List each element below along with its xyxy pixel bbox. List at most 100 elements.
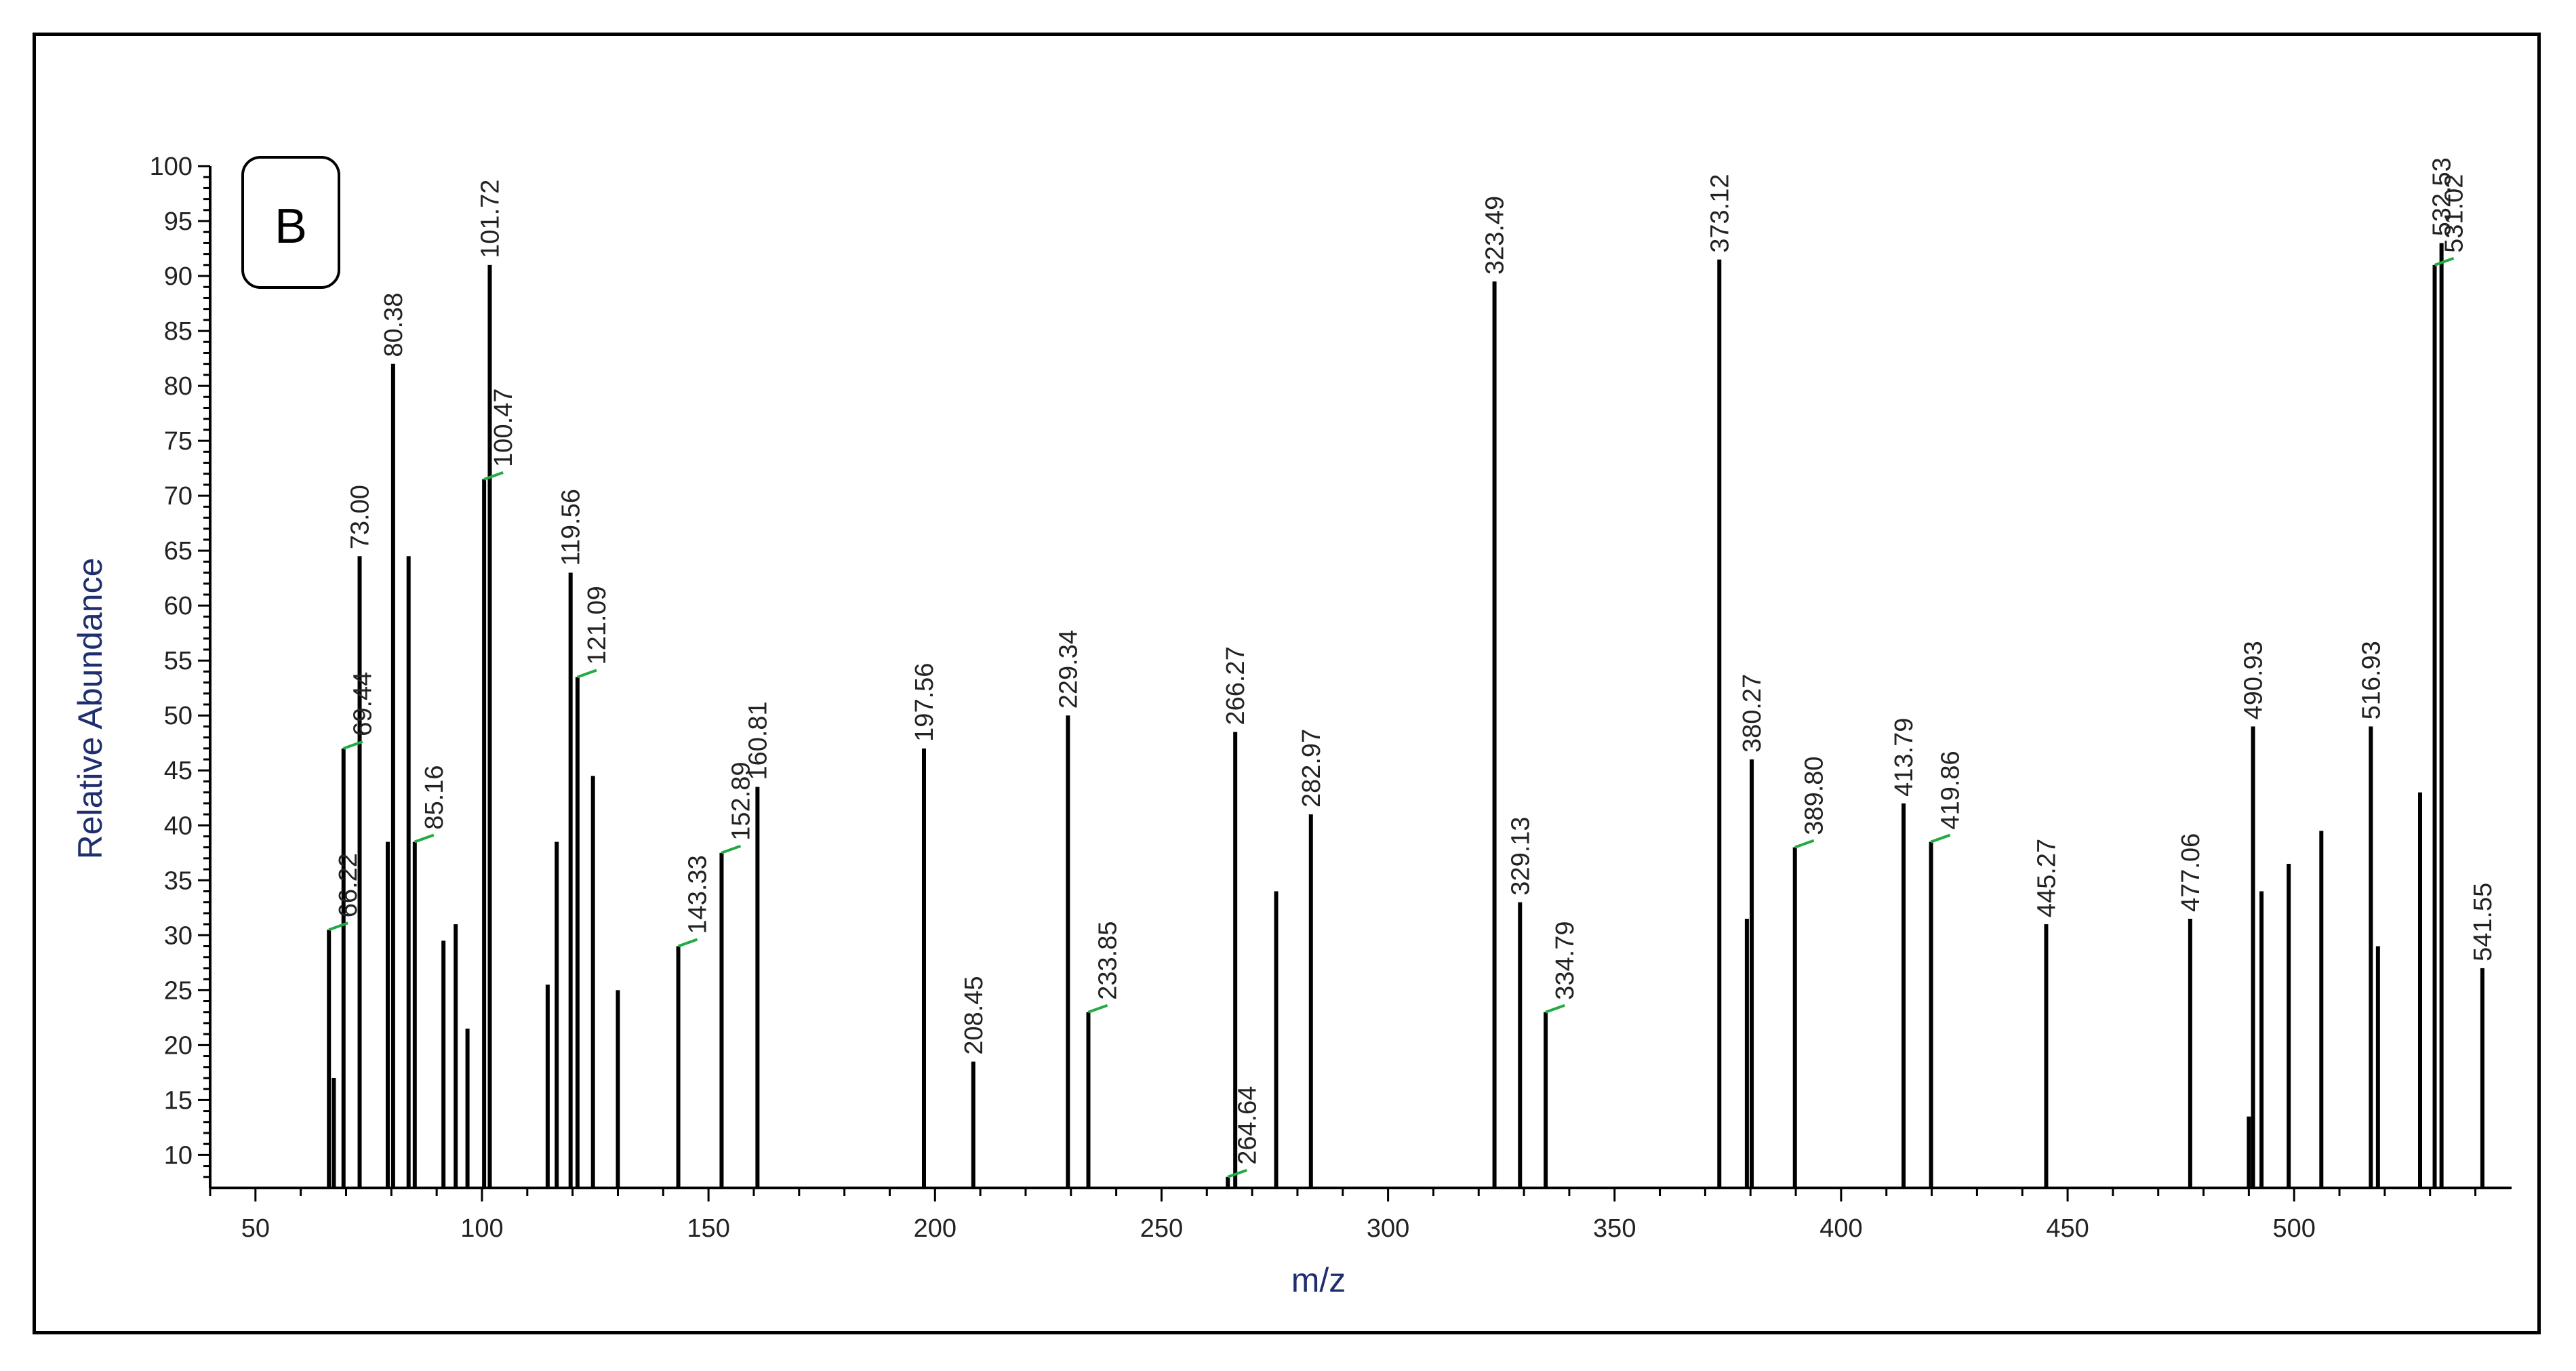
peak-bar [2375,946,2380,1188]
peak-bar [1274,891,1279,1188]
y-tick-label: 40 [164,812,193,840]
peak-bar [2439,243,2444,1188]
y-tick-label: 95 [164,207,193,236]
y-tick-label: 45 [164,757,193,785]
y-tick-label: 25 [164,976,193,1005]
peak-bar [406,556,411,1188]
peak-label-leader [343,740,363,750]
peak-bar [1901,803,1906,1188]
peak-label: 329.13 [1506,816,1535,895]
figure-frame [33,33,2541,1334]
peak-bar [1066,715,1070,1188]
peak-label: 229.34 [1054,630,1083,709]
peak-bar [971,1061,975,1188]
peak-bar [1544,1012,1548,1188]
peak-bar [1518,902,1523,1188]
y-tick-label: 60 [164,592,193,620]
peak-label: 208.45 [960,976,988,1054]
peak-label-leader [677,938,698,948]
peak-bar [441,940,446,1188]
y-tick-label: 70 [164,482,193,511]
peak-bar [1492,281,1497,1189]
peak-bar [341,748,346,1188]
label-leaders [328,256,2455,1178]
peak-label-leader [577,669,597,679]
peak-label: 373.12 [1706,174,1734,253]
y-axis-title: Relative Abundance [71,558,109,860]
y-tick-label: 65 [164,537,193,565]
peak-label-leader [414,833,435,843]
peak-label-leader [721,844,742,854]
y-tick-label: 15 [164,1086,193,1115]
peak-bar [1086,1012,1091,1188]
peak-bar [1233,732,1238,1188]
peak-bar [545,985,550,1188]
y-tick-label: 10 [164,1141,193,1170]
peak-label: 419.86 [1937,751,1965,829]
peak-bar [1744,918,1749,1188]
peak-bar [1717,259,1722,1188]
peak-label: 73.00 [346,485,375,549]
peak-label: 119.56 [557,489,586,565]
peak-bar [719,852,724,1188]
peak-bar [412,841,417,1188]
y-ticks: 10 15 20 25 30 35 40 45 50 55 60 65 70 75 80 85 90 95 100 [150,153,210,1178]
x-tick-label: 200 [914,1214,957,1243]
x-ticks: 50 100 150 200 250 300 350 400 450 500 [209,1188,2477,1243]
peak-bar [1792,847,1797,1188]
peak-bar [482,479,487,1189]
peak-label-leader [2434,256,2455,266]
peak-bar [327,930,331,1188]
peak-bar [616,990,620,1188]
peak-bar [2480,968,2484,1188]
peak-label: 516.93 [2357,641,2386,719]
peak-label: 264.64 [1233,1086,1262,1165]
peak-label: 143.33 [684,855,712,934]
peak-bar [454,924,458,1188]
peak-label: 197.56 [910,663,939,742]
peak-bar [1929,841,1933,1188]
y-tick-label: 20 [164,1031,193,1060]
peak-label: 389.80 [1800,756,1829,835]
peak-label: 413.79 [1890,718,1918,797]
y-tick-label: 50 [164,702,193,730]
peak-label: 334.79 [1551,921,1579,999]
peak-bar [2287,863,2291,1188]
peak-label: 160.81 [744,701,772,780]
peak-bar [2247,1116,2251,1188]
x-tick-label: 500 [2273,1214,2316,1243]
x-tick-label: 400 [1819,1214,1862,1243]
peak-label-leader [1087,1004,1108,1014]
peak-bar [385,841,390,1188]
peak-label-leader [328,921,348,932]
peak-label: 80.38 [380,293,408,357]
peak-bar [921,748,926,1188]
peak-label: 541.55 [2469,883,2497,961]
peak-bar [2418,792,2423,1188]
peak-bar [575,677,580,1188]
x-axis-title: m/z [1291,1261,1346,1299]
y-tick-label: 100 [150,153,193,181]
peak-label: 152.89 [727,762,755,841]
y-tick-label: 85 [164,317,193,346]
peak-label: 85.16 [420,765,449,829]
panel-label-text: B [275,199,307,254]
peak-bars [327,243,2484,1189]
peak-bar [2319,831,2324,1188]
peak-bar [1750,759,1754,1188]
peak-bar [555,841,559,1188]
peak-label: 266.27 [1222,646,1250,725]
peak-label: 233.85 [1094,921,1123,999]
peak-bar [331,1077,336,1188]
panel-label: B [241,156,340,289]
peak-bar [2044,924,2049,1188]
y-tick-label: 35 [164,867,193,895]
x-tick-label: 300 [1367,1214,1409,1243]
y-tick-label: 30 [164,921,193,950]
peak-label: 323.49 [1481,196,1510,275]
peak-label-leader [1545,1004,1565,1014]
peak-bar [2259,891,2264,1188]
peak-label: 380.27 [1738,674,1767,753]
peak-bar [487,264,492,1188]
